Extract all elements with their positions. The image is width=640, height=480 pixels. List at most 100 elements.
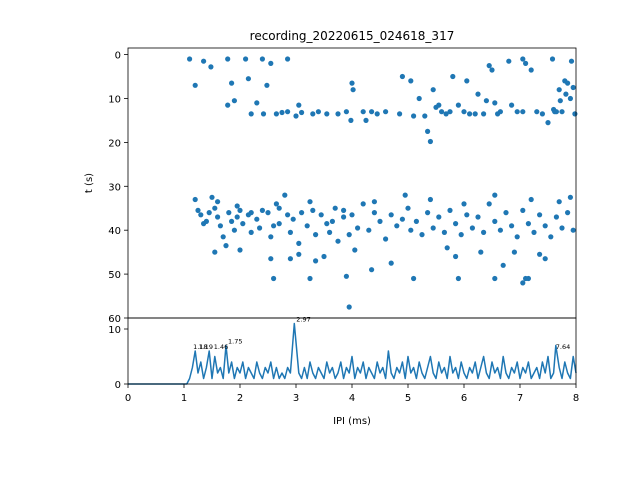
raster-point [441, 229, 447, 235]
raster-point [321, 253, 327, 260]
raster-point [206, 210, 212, 216]
raster-point [257, 225, 263, 231]
raster-point [475, 214, 481, 220]
raster-point [208, 64, 214, 70]
raster-point [528, 196, 534, 203]
raster-point [192, 82, 198, 88]
raster-point [226, 210, 232, 216]
histogram-peak-label: 1.46 [214, 343, 228, 351]
raster-point [514, 109, 520, 115]
raster-point [383, 109, 389, 115]
raster-point [285, 109, 291, 115]
raster-point [271, 275, 277, 282]
raster-point [307, 199, 313, 205]
raster-point [268, 234, 274, 240]
raster-point [559, 109, 565, 115]
raster-point [237, 247, 243, 253]
raster-point [450, 73, 456, 80]
raster-point [447, 109, 453, 115]
raster-point [195, 207, 201, 213]
raster-point [523, 60, 529, 66]
raster-point [557, 98, 563, 104]
raster-point [388, 212, 394, 218]
raster-point [349, 212, 355, 218]
raster-point [553, 214, 560, 220]
raster-point [327, 229, 333, 235]
raster-point [310, 207, 316, 213]
raster-point [293, 113, 299, 119]
raster-point [212, 249, 218, 255]
raster-point [324, 221, 330, 227]
raster-point [427, 196, 433, 203]
raster-point [506, 58, 512, 64]
raster-point [254, 216, 260, 222]
raster-point [268, 256, 274, 262]
histogram-y-tick-label: 0 [115, 380, 121, 391]
histogram-x-tick-label: 1 [181, 393, 187, 404]
raster-point [315, 109, 321, 115]
raster-point [408, 78, 414, 84]
raster-point [285, 56, 291, 62]
raster-point [572, 111, 578, 117]
raster-point [209, 194, 215, 200]
raster-point [223, 243, 229, 249]
raster-point [537, 212, 543, 218]
histogram-peak-label: 1.19 [199, 343, 213, 351]
raster-point [324, 111, 330, 117]
raster-point [439, 109, 445, 115]
raster-point [329, 218, 335, 224]
raster-point [509, 223, 515, 229]
histogram-x-tick-label: 2 [237, 393, 243, 404]
raster-y-tick-label: 60 [108, 314, 121, 325]
raster-point [318, 212, 324, 218]
raster-point [427, 138, 433, 145]
raster-point [537, 251, 543, 257]
raster-point [371, 210, 377, 216]
histogram-y-tick-label: 10 [108, 325, 121, 336]
raster-point [464, 78, 470, 84]
raster-point [215, 214, 221, 220]
raster-point [377, 218, 383, 224]
raster-point [461, 201, 467, 207]
raster-y-tick-label: 30 [108, 182, 121, 193]
raster-point [299, 210, 305, 216]
raster-point [264, 82, 270, 88]
raster-point [296, 102, 302, 108]
raster-point [489, 67, 495, 73]
raster-y-tick-label: 20 [108, 138, 121, 149]
raster-point [443, 111, 449, 117]
raster-point [313, 258, 319, 264]
raster-point [212, 205, 218, 211]
raster-point [402, 192, 408, 198]
raster-point [425, 210, 431, 216]
raster-panel: 0 10 20 30 40 50 60 t (s) [84, 47, 578, 325]
raster-point [237, 207, 243, 213]
raster-point [355, 225, 361, 231]
raster-point [419, 232, 425, 238]
raster-point [231, 98, 237, 104]
raster-point [483, 98, 489, 104]
raster-point [430, 225, 436, 231]
raster-point [559, 225, 565, 231]
raster-point [534, 109, 540, 115]
raster-point [265, 210, 271, 216]
raster-point [388, 260, 394, 266]
raster-point [366, 227, 372, 233]
raster-point [565, 80, 571, 86]
histogram-x-tick-label: 4 [349, 393, 355, 404]
raster-point [520, 207, 526, 213]
raster-point [411, 275, 417, 282]
raster-point [346, 304, 352, 310]
raster-point [201, 58, 207, 64]
raster-point [304, 223, 310, 229]
raster-point [348, 117, 354, 123]
raster-point [545, 120, 551, 126]
raster-point [478, 249, 484, 255]
raster-point [520, 109, 526, 115]
raster-point [469, 225, 475, 231]
raster-point [455, 275, 461, 282]
raster-point [374, 111, 380, 117]
raster-point [528, 67, 534, 73]
histogram-panel: 1.181.19 1.461.75 2.97 7.64 0 1 2 3 4 5 6 7 8 0 10 I… [108, 316, 579, 428]
